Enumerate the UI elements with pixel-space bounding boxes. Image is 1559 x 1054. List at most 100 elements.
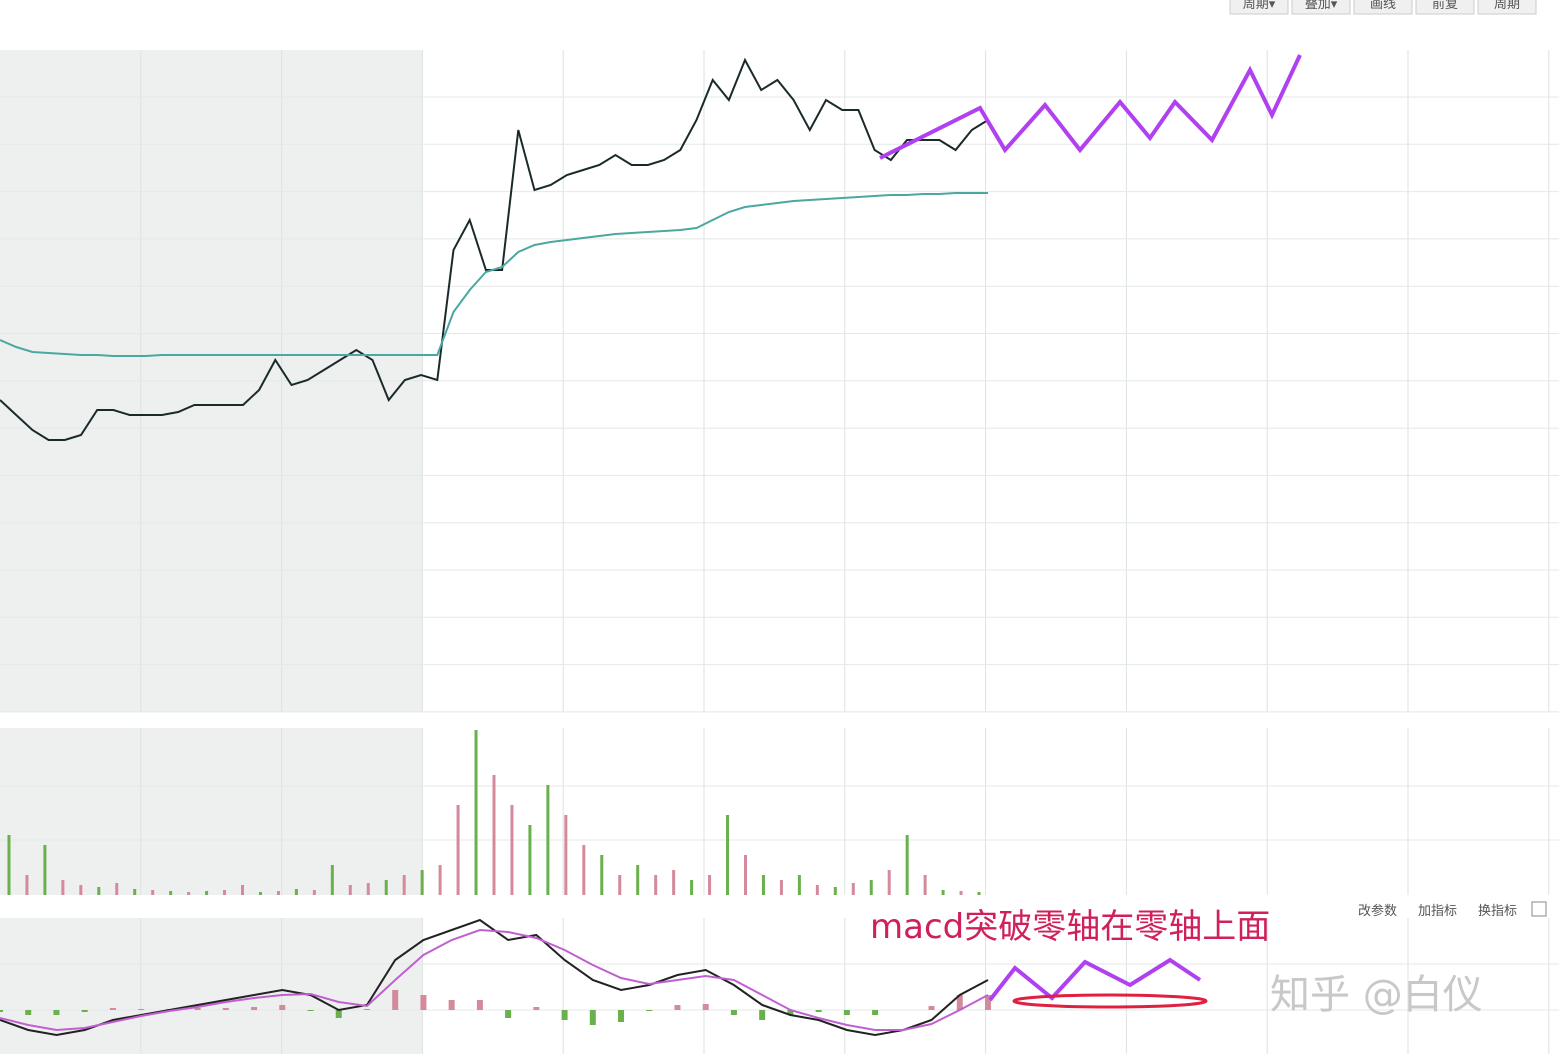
forecast-arrows: [879, 54, 1302, 1002]
volume-bar: [672, 870, 676, 895]
volume-bar: [25, 875, 29, 895]
volume-bar: [205, 891, 209, 895]
volume-bar: [169, 891, 173, 895]
macd-bar: [335, 1010, 342, 1018]
macd-bar: [307, 1010, 314, 1011]
toolbar-label[interactable]: 周期: [1494, 0, 1520, 12]
macd-bar: [505, 1010, 512, 1018]
volume-bar: [887, 870, 891, 895]
volume-bar: [905, 835, 909, 895]
toolbar-button[interactable]: [1353, 0, 1413, 15]
pre-market-shade: [0, 918, 422, 1054]
macd-bar: [392, 990, 399, 1010]
toolbar: 周期▾ 叠加▾ 画线 前复 周期: [1229, 0, 1537, 15]
toolbar-label[interactable]: 叠加▾: [1305, 0, 1338, 12]
macd-button[interactable]: 加指标: [1418, 904, 1457, 919]
macd-bar: [109, 1008, 116, 1010]
toolbar-button[interactable]: [1229, 0, 1289, 15]
toolbar-label[interactable]: 前复: [1432, 0, 1458, 12]
macd-bar: [759, 1010, 766, 1020]
macd-bar: [843, 1010, 850, 1015]
volume-bar: [438, 865, 442, 895]
watermark: 知乎 @白仪: [1270, 972, 1483, 1018]
volume-bar: [312, 890, 316, 895]
volume-bar: [582, 845, 586, 895]
volume-bar: [330, 865, 334, 895]
volume-bar: [528, 825, 532, 895]
volume-bar: [923, 875, 927, 895]
toolbar-button[interactable]: [1291, 0, 1351, 15]
macd-bar: [194, 1008, 201, 1010]
macd-bar: [985, 995, 991, 1010]
macd-bar: [53, 1010, 60, 1015]
volume-bar: [726, 815, 730, 895]
macd-bar: [533, 1007, 540, 1010]
macd-bar: [138, 1009, 145, 1010]
volume-bar: [941, 890, 945, 895]
volume-bar: [79, 885, 83, 895]
macd-bar: [251, 1007, 258, 1010]
volume-bar: [959, 891, 963, 895]
volume-bar: [474, 730, 478, 895]
macd-button[interactable]: 改参数: [1358, 903, 1397, 919]
volume-bar: [797, 875, 801, 895]
marks: [0, 57, 991, 1037]
zero-axis-highlight: [1012, 993, 1208, 1009]
volume-bar: [241, 885, 245, 895]
volume-bar: [97, 887, 101, 895]
toolbar-button[interactable]: [1415, 0, 1475, 15]
volume-bar: [510, 805, 514, 895]
volume-bar: [869, 880, 873, 895]
toolbar-button[interactable]: [1477, 0, 1537, 15]
toolbar-label[interactable]: 周期▾: [1243, 0, 1276, 12]
volume-bar: [708, 875, 712, 895]
volume-bar: [833, 887, 837, 895]
macd-bar: [589, 1010, 596, 1025]
volume-bar: [276, 891, 280, 895]
volume-bar: [977, 892, 981, 895]
macd-bar: [872, 1010, 879, 1015]
volume-bar: [7, 835, 11, 895]
macd-button[interactable]: 换指标: [1478, 904, 1517, 919]
volume-bar: [654, 875, 658, 895]
macd-bar: [702, 1004, 709, 1010]
volume-bar: [636, 865, 640, 895]
volume-bar: [779, 880, 783, 895]
grid: [0, 50, 1559, 1054]
volume-bar: [348, 885, 352, 895]
macd-bar: [928, 1006, 935, 1010]
volume-bar: [384, 880, 388, 895]
volume-bar: [420, 870, 424, 895]
macd-bar: [222, 1008, 229, 1010]
volume-bar: [618, 875, 622, 895]
volume-bar: [43, 845, 47, 895]
macd-bar: [81, 1010, 88, 1012]
macd-bar: [956, 995, 963, 1010]
pre-market-shade: [0, 728, 422, 895]
annotation: macd突破零轴在零轴上面: [870, 907, 1270, 947]
volume-bar: [743, 855, 747, 895]
macd-bar: [363, 1009, 370, 1010]
series-line: [0, 928, 989, 1032]
close-button[interactable]: [1531, 901, 1547, 917]
toolbar-label[interactable]: 画线: [1370, 0, 1396, 12]
macd-bar: [618, 1010, 625, 1022]
macd-bar: [815, 1010, 822, 1012]
volume-bar: [366, 883, 370, 895]
macd-bar: [279, 1005, 286, 1010]
volume-bar: [151, 890, 155, 895]
volume-bar: [600, 855, 604, 895]
macd-bar: [420, 995, 427, 1010]
macd-bar: [448, 1000, 455, 1010]
volume-bar: [402, 875, 406, 895]
macd-bar: [476, 1000, 483, 1010]
macd-bar: [730, 1010, 737, 1015]
macd-bar: [0, 1010, 3, 1012]
volume-bar: [761, 875, 765, 895]
volume-bar: [690, 880, 694, 895]
macd-bar: [561, 1010, 568, 1020]
volume-bar: [133, 889, 137, 895]
volume-bar: [258, 892, 262, 895]
